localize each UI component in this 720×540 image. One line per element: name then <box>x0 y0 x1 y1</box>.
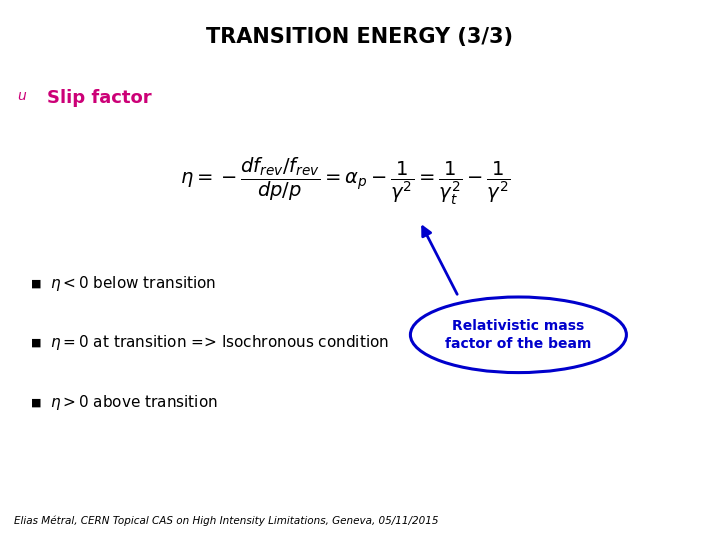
Text: $\eta = 0$ at transition => Isochronous condition: $\eta = 0$ at transition => Isochronous … <box>50 333 390 353</box>
Text: $\eta = -\dfrac{df_{rev} / f_{rev}}{dp / p} = \alpha_p - \dfrac{1}{\gamma^2} = \: $\eta = -\dfrac{df_{rev} / f_{rev}}{dp /… <box>181 155 510 207</box>
Text: Relativistic mass
factor of the beam: Relativistic mass factor of the beam <box>445 319 592 351</box>
Text: ■: ■ <box>31 338 41 348</box>
Text: ■: ■ <box>31 397 41 407</box>
Text: $\eta > 0$ above transition: $\eta > 0$ above transition <box>50 393 218 412</box>
Text: $\eta < 0$ below transition: $\eta < 0$ below transition <box>50 274 217 293</box>
Text: ■: ■ <box>31 279 41 288</box>
Text: TRANSITION ENERGY (3/3): TRANSITION ENERGY (3/3) <box>207 27 513 47</box>
Text: u: u <box>17 89 26 103</box>
Text: Elias Métral, CERN Topical CAS on High Intensity Limitations, Geneva, 05/11/2015: Elias Métral, CERN Topical CAS on High I… <box>14 516 439 526</box>
Text: Slip factor: Slip factor <box>47 89 151 107</box>
